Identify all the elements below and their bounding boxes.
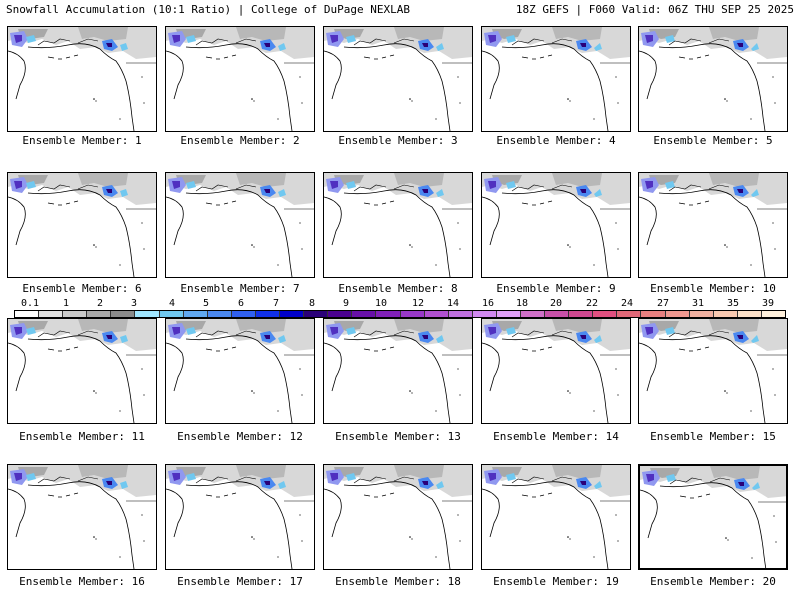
colorbar-swatch <box>376 311 401 317</box>
colorbar-tick-label: 5 <box>202 298 210 309</box>
colorbar-swatch <box>472 311 497 317</box>
ensemble-map-18 <box>323 464 473 570</box>
colorbar-tick-label: 20 <box>549 298 563 309</box>
ensemble-map-10 <box>638 172 788 278</box>
ensemble-map-2 <box>165 26 315 132</box>
ensemble-member-label: Ensemble Member: 19 <box>493 575 619 588</box>
colorbar-tick-label: 27 <box>656 298 670 309</box>
ensemble-member-label: Ensemble Member: 2 <box>180 134 300 147</box>
colorbar-tick-label: 0.1 <box>20 298 40 309</box>
ensemble-map-17 <box>165 464 315 570</box>
colorbar-swatch <box>63 311 88 317</box>
colorbar-tick-label: 7 <box>272 298 280 309</box>
ensemble-map-16 <box>7 464 157 570</box>
colorbar-tick-label: 31 <box>691 298 705 309</box>
colorbar-tick-label: 24 <box>620 298 634 309</box>
ensemble-member-label: Ensemble Member: 12 <box>177 430 303 443</box>
colorbar-swatch <box>448 311 473 317</box>
ensemble-map-4 <box>481 26 631 132</box>
ensemble-member-label: Ensemble Member: 14 <box>493 430 619 443</box>
colorbar-tick-label: 16 <box>481 298 495 309</box>
ensemble-member-label: Ensemble Member: 10 <box>650 282 776 295</box>
colorbar-swatch <box>280 311 305 317</box>
ensemble-member-label: Ensemble Member: 1 <box>22 134 142 147</box>
colorbar-swatch <box>87 311 112 317</box>
colorbar-swatch <box>593 311 618 317</box>
colorbar-swatch <box>641 311 666 317</box>
ensemble-map-3 <box>323 26 473 132</box>
ensemble-member-label: Ensemble Member: 5 <box>653 134 773 147</box>
colorbar-swatch <box>159 311 184 317</box>
ensemble-member-label: Ensemble Member: 17 <box>177 575 303 588</box>
colorbar-swatch <box>496 311 521 317</box>
colorbar-swatch <box>520 311 546 317</box>
colorbar-tick-label: 39 <box>761 298 775 309</box>
ensemble-map-14 <box>481 318 631 424</box>
ensemble-member-label: Ensemble Member: 16 <box>19 575 145 588</box>
colorbar-swatch <box>328 311 353 317</box>
colorbar-swatch <box>689 311 714 317</box>
colorbar-tick-label: 2 <box>96 298 104 309</box>
colorbar-swatch <box>183 311 208 317</box>
colorbar-tick-label: 12 <box>411 298 425 309</box>
ensemble-map-19 <box>481 464 631 570</box>
ensemble-member-label: Ensemble Member: 4 <box>496 134 616 147</box>
colorbar-swatch <box>400 311 425 317</box>
colorbar-swatch <box>424 311 449 317</box>
ensemble-map-1 <box>7 26 157 132</box>
colorbar-tick-label: 8 <box>308 298 316 309</box>
ensemble-member-label: Ensemble Member: 13 <box>335 430 461 443</box>
colorbar-swatch <box>545 311 570 317</box>
ensemble-member-label: Ensemble Member: 18 <box>335 575 461 588</box>
ensemble-map-9 <box>481 172 631 278</box>
ensemble-member-label: Ensemble Member: 20 <box>650 575 776 588</box>
ensemble-member-label: Ensemble Member: 6 <box>22 282 142 295</box>
colorbar-swatch <box>304 311 329 317</box>
colorbar-tick-label: 1 <box>62 298 70 309</box>
colorbar-tick-label: 35 <box>726 298 740 309</box>
colorbar-swatch <box>737 311 762 317</box>
ensemble-map-7 <box>165 172 315 278</box>
ensemble-member-label: Ensemble Member: 3 <box>338 134 458 147</box>
ensemble-map-11 <box>7 318 157 424</box>
colorbar-swatch <box>665 311 690 317</box>
colorbar-tick-label: 9 <box>342 298 350 309</box>
colorbar-swatch <box>135 311 160 317</box>
colorbar-swatch <box>617 311 642 317</box>
colorbar-tick-label: 22 <box>585 298 599 309</box>
ensemble-map-12 <box>165 318 315 424</box>
chart-title: Snowfall Accumulation (10:1 Ratio) | Col… <box>6 3 410 16</box>
model-valid-time: 18Z GEFS | F060 Valid: 06Z THU SEP 25 20… <box>515 3 794 16</box>
colorbar-tick-label: 10 <box>374 298 388 309</box>
colorbar-tick-label: 4 <box>168 298 176 309</box>
ensemble-member-label: Ensemble Member: 9 <box>496 282 616 295</box>
ensemble-member-label: Ensemble Member: 7 <box>180 282 300 295</box>
colorbar-swatch <box>761 311 785 317</box>
colorbar-tick-label: 3 <box>130 298 138 309</box>
colorbar-swatch <box>352 311 377 317</box>
ensemble-map-5 <box>638 26 788 132</box>
colorbar-tick-label: 6 <box>237 298 245 309</box>
ensemble-map-8 <box>323 172 473 278</box>
colorbar-swatch <box>231 311 256 317</box>
colorbar-swatch <box>569 311 594 317</box>
colorbar-tick-label: 18 <box>515 298 529 309</box>
colorbar-swatch <box>713 311 738 317</box>
ensemble-map-6 <box>7 172 157 278</box>
colorbar-swatch <box>255 311 281 317</box>
colorbar-swatch <box>207 311 232 317</box>
colorbar-swatch <box>15 311 40 317</box>
ensemble-member-label: Ensemble Member: 15 <box>650 430 776 443</box>
colorbar <box>14 310 786 318</box>
ensemble-member-label: Ensemble Member: 8 <box>338 282 458 295</box>
colorbar-tick-label: 14 <box>446 298 460 309</box>
ensemble-map-15 <box>638 318 788 424</box>
colorbar-swatch <box>111 311 136 317</box>
colorbar-swatch <box>39 311 64 317</box>
ensemble-map-13 <box>323 318 473 424</box>
ensemble-map-20 <box>638 464 788 570</box>
ensemble-member-label: Ensemble Member: 11 <box>19 430 145 443</box>
